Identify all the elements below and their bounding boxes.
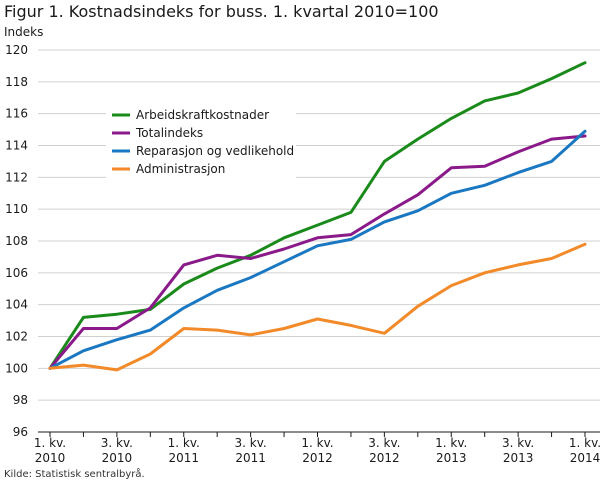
x-tick-label: 2012: [302, 451, 333, 465]
x-tick-label: 1. kv.: [168, 436, 200, 450]
series-line: [48, 129, 587, 370]
series-line: [48, 134, 587, 370]
y-tick-label: 106: [5, 266, 28, 280]
x-tick-label: 2010: [35, 451, 66, 465]
source-note: Kilde: Statistisk sentralbyrå.: [4, 469, 145, 480]
y-tick-label: 116: [5, 107, 28, 121]
x-tick-label: 2014: [570, 451, 601, 465]
y-tick-label: 108: [5, 234, 28, 248]
x-tick-label: 2013: [503, 451, 534, 465]
y-tick-label: 114: [5, 139, 28, 153]
y-tick-label: 100: [5, 361, 28, 375]
y-tick-label: 98: [13, 393, 28, 407]
x-tick-label: 2011: [235, 451, 266, 465]
x-tick-label: 3. kv.: [101, 436, 133, 450]
x-tick-label: 3. kv.: [235, 436, 267, 450]
x-tick-label: 1. kv.: [301, 436, 333, 450]
legend-box: [106, 103, 296, 179]
x-tick-label: 2011: [168, 451, 199, 465]
x-tick-label: 1. kv.: [435, 436, 467, 450]
x-tick-label: 2013: [436, 451, 467, 465]
series-line: [48, 242, 587, 372]
x-tick-label: 1. kv.: [34, 436, 66, 450]
legend-label: Arbeidskraftkostnader: [136, 108, 269, 122]
series-line: [48, 61, 587, 370]
y-axis-label: Indeks: [4, 25, 44, 39]
y-tick-label: 110: [5, 202, 28, 216]
series-lines: [48, 61, 587, 372]
y-tick-label: 102: [5, 330, 28, 344]
x-tick-label: 3. kv.: [502, 436, 534, 450]
y-tick-label: 118: [5, 75, 28, 89]
y-tick-label: 96: [13, 425, 28, 439]
x-tick-label: 1. kv.: [569, 436, 601, 450]
legend-label: Reparasjon og vedlikehold: [136, 144, 294, 158]
legend-label: Totalindeks: [135, 126, 203, 140]
y-tick-label: 112: [5, 170, 28, 184]
y-tick-label: 104: [5, 298, 28, 312]
x-tick-label: 2010: [102, 451, 133, 465]
legend-label: Administrasjon: [136, 162, 225, 176]
legend: Arbeidskraftkostnader Totalindeks Reparasj…: [106, 103, 296, 179]
x-tick-label: 2012: [369, 451, 400, 465]
y-tick-label: 120: [5, 43, 28, 57]
chart-title: Figur 1. Kostnadsindeks for buss. 1. kva…: [4, 2, 439, 21]
x-tick-label: 3. kv.: [368, 436, 400, 450]
y-tick-labels: 96 98 100 102 104 106 108 110 112 114 116 118 120: [5, 43, 28, 439]
